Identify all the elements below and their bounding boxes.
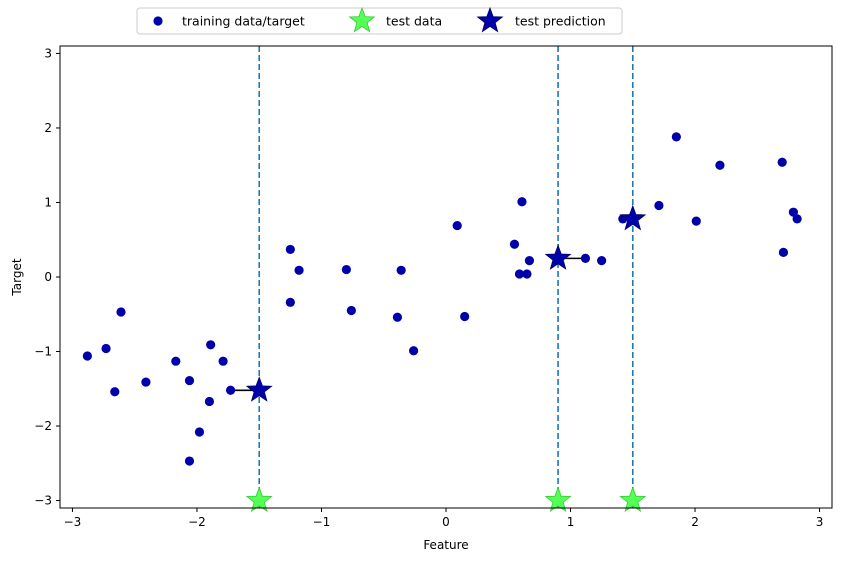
test-prediction-star bbox=[245, 376, 273, 402]
training-point bbox=[218, 356, 228, 366]
training-point bbox=[517, 197, 527, 207]
training-point bbox=[788, 207, 799, 217]
legend-label: test prediction bbox=[515, 14, 606, 29]
training-point bbox=[522, 269, 532, 279]
x-tick-label: 1 bbox=[567, 515, 575, 529]
training-point bbox=[184, 456, 195, 466]
x-tick-label: 2 bbox=[691, 515, 699, 529]
x-axis: −3 −2 −1 0 1 2 3 bbox=[64, 508, 824, 529]
x-tick-label: −3 bbox=[64, 515, 82, 529]
training-point bbox=[460, 311, 470, 322]
test-prediction-star bbox=[619, 204, 647, 231]
training-point bbox=[82, 351, 92, 361]
training-point bbox=[597, 256, 607, 266]
training-point bbox=[101, 343, 111, 354]
training-point bbox=[184, 375, 195, 386]
y-axis: −3 −2 −1 0 1 2 3 bbox=[34, 46, 60, 508]
training-point bbox=[294, 265, 304, 275]
training-point bbox=[715, 160, 725, 170]
x-tick-label: 3 bbox=[816, 515, 824, 529]
training-point bbox=[452, 220, 462, 231]
training-point bbox=[171, 356, 181, 366]
y-tick-label: −2 bbox=[34, 419, 52, 433]
test-prediction-star bbox=[544, 244, 572, 270]
training-point bbox=[341, 264, 351, 275]
training-point bbox=[392, 312, 403, 322]
training-point bbox=[509, 239, 520, 249]
training-point bbox=[116, 307, 126, 317]
training-point bbox=[285, 297, 295, 307]
y-tick-label: 2 bbox=[44, 121, 52, 135]
y-tick-label: 0 bbox=[44, 270, 52, 284]
training-point bbox=[225, 385, 236, 395]
training-point bbox=[792, 214, 802, 224]
legend: training data/target test data test predic… bbox=[136, 6, 623, 35]
plot-frame bbox=[59, 45, 833, 509]
training-point bbox=[777, 157, 787, 167]
training-point bbox=[580, 253, 591, 263]
y-tick-label: 1 bbox=[44, 195, 52, 209]
training-point bbox=[396, 265, 406, 275]
legend-marker-circle bbox=[153, 16, 163, 26]
training-point bbox=[409, 346, 419, 356]
y-tick-label: 3 bbox=[44, 46, 52, 60]
training-point bbox=[110, 387, 120, 397]
y-tick-label: −1 bbox=[34, 345, 52, 359]
test-data-star bbox=[619, 486, 647, 513]
training-point bbox=[524, 256, 535, 266]
legend-marker-star bbox=[348, 6, 376, 33]
legend-label: test data bbox=[386, 14, 442, 29]
training-point bbox=[285, 244, 295, 255]
y-axis-label: Target bbox=[10, 258, 24, 296]
legend-label: training data/target bbox=[182, 14, 305, 29]
test-data-star bbox=[544, 486, 572, 513]
legend-box bbox=[136, 7, 623, 35]
training-point bbox=[141, 377, 151, 387]
x-axis-label: Feature bbox=[423, 538, 468, 552]
training-point bbox=[346, 305, 356, 316]
plot-area bbox=[82, 46, 802, 508]
test-data-star bbox=[245, 486, 273, 513]
y-tick-label: −3 bbox=[34, 494, 52, 508]
training-point bbox=[691, 216, 701, 226]
training-point bbox=[514, 269, 525, 279]
x-tick-label: −1 bbox=[313, 515, 331, 529]
x-tick-label: −2 bbox=[188, 515, 206, 529]
training-point bbox=[671, 132, 681, 142]
x-tick-label: 0 bbox=[442, 515, 450, 529]
training-point bbox=[778, 247, 789, 258]
training-point bbox=[654, 200, 664, 211]
training-point bbox=[204, 396, 215, 407]
training-point bbox=[194, 427, 205, 437]
legend-marker-star bbox=[476, 6, 504, 33]
training-point bbox=[206, 340, 216, 350]
